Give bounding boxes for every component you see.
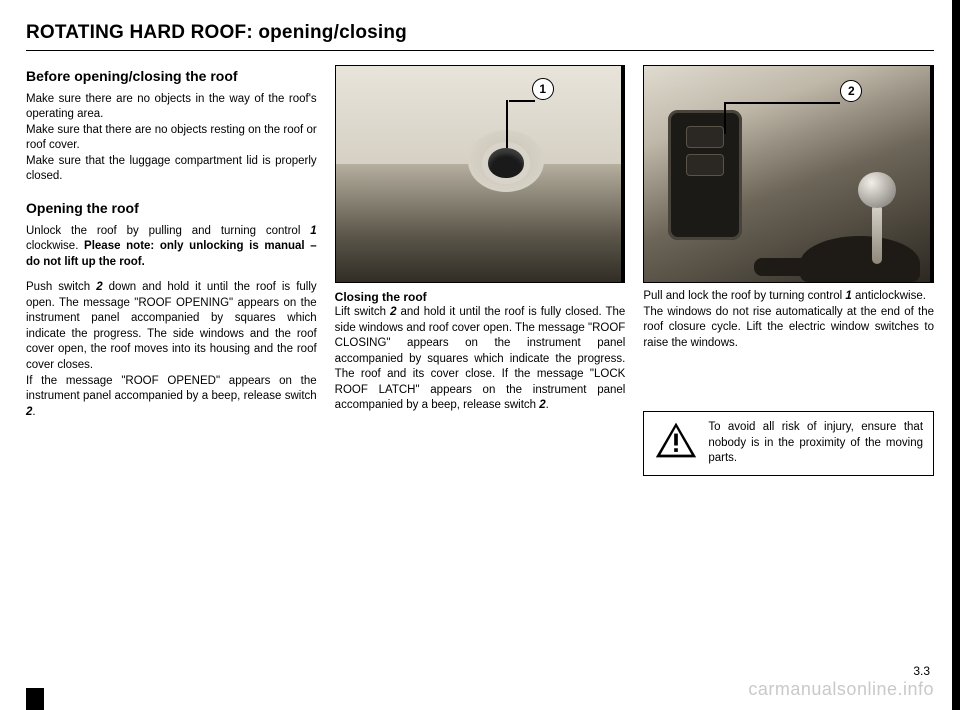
warning-triangle-icon bbox=[654, 420, 698, 460]
text-span: clockwise. bbox=[26, 240, 84, 252]
gear-stick bbox=[872, 204, 882, 264]
text-span: down and hold it until the roof is fully… bbox=[26, 281, 317, 371]
photo2-gear-lever bbox=[852, 172, 900, 264]
column-right: 30497 2 Pull and lock the roof by turnin… bbox=[643, 65, 934, 476]
heading-before-opening: Before opening/closing the roof bbox=[26, 67, 317, 86]
closing-text: Lift switch 2 and hold it until the roof… bbox=[335, 305, 626, 414]
text-span: anticlockwise. bbox=[852, 290, 926, 302]
photo2-switch-a bbox=[686, 126, 724, 148]
heading-opening-roof: Opening the roof bbox=[26, 199, 317, 218]
callout-number: 2 bbox=[848, 83, 855, 99]
callout-leader-line-v2 bbox=[724, 102, 726, 134]
warning-box: To avoid all risk of injury, ensure that… bbox=[643, 411, 934, 476]
callout-leader-line-h2 bbox=[726, 102, 840, 104]
column-left: Before opening/closing the roof Make sur… bbox=[26, 65, 317, 476]
photo2-switch-b bbox=[686, 154, 724, 176]
content-columns: Before opening/closing the roof Make sur… bbox=[26, 65, 934, 476]
text-span: . bbox=[32, 406, 35, 418]
warning-icon bbox=[654, 420, 698, 467]
text-span: Unlock the roof by pulling and turning c… bbox=[26, 225, 310, 237]
photo-roof-latch: 30496 1 bbox=[335, 65, 626, 283]
before-opening-text: Make sure there are no objects in the wa… bbox=[26, 92, 317, 185]
column-middle: 30496 1 Closing the roof Lift switch 2 a… bbox=[335, 65, 626, 476]
callout-leader-line bbox=[506, 100, 508, 148]
opening-p3: If the message "ROOF OPENED" appears on … bbox=[26, 374, 317, 421]
page-tab-marker bbox=[26, 688, 44, 710]
photo2-handbrake bbox=[754, 258, 810, 276]
text-span: . bbox=[546, 399, 549, 411]
photo-center-console: 30497 2 bbox=[643, 65, 934, 283]
gear-knob bbox=[858, 172, 896, 208]
text-span: Pull and lock the roof by turning contro… bbox=[643, 290, 845, 302]
text-span: Lift switch bbox=[335, 306, 390, 318]
heading-closing-roof: Closing the roof bbox=[335, 289, 626, 305]
watermark-text: carmanualsonline.info bbox=[748, 679, 934, 700]
opening-p1: Unlock the roof by pulling and turning c… bbox=[26, 224, 317, 271]
text-span: Push switch bbox=[26, 281, 96, 293]
photo1-latch-knob bbox=[488, 148, 524, 178]
opening-p2: Push switch 2 down and hold it until the… bbox=[26, 280, 317, 373]
warning-text: To avoid all risk of injury, ensure that… bbox=[708, 420, 923, 467]
text-span: and hold it until the roof is fully clos… bbox=[335, 306, 626, 411]
page-number: 3.3 bbox=[913, 664, 930, 678]
page-edge-strip bbox=[952, 0, 960, 710]
page-title: ROTATING HARD ROOF: opening/closing bbox=[26, 22, 934, 44]
col3-p2: The windows do not rise automatically at… bbox=[643, 305, 934, 352]
col3-p1: Pull and lock the roof by turning contro… bbox=[643, 289, 934, 305]
callout-number: 1 bbox=[539, 81, 546, 97]
callout-bubble-1: 1 bbox=[532, 78, 554, 100]
text-span: If the message "ROOF OPENED" appears on … bbox=[26, 375, 317, 403]
control-ref-1: 1 bbox=[310, 225, 316, 237]
title-rule bbox=[26, 50, 934, 51]
callout-leader-line-h bbox=[509, 100, 535, 102]
manual-page: ROTATING HARD ROOF: opening/closing Befo… bbox=[0, 0, 960, 710]
